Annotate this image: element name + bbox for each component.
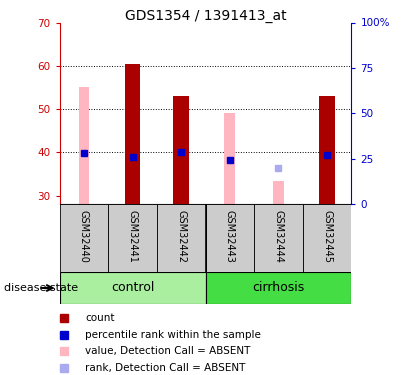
Bar xyxy=(108,204,157,272)
Bar xyxy=(206,272,351,304)
Text: GSM32445: GSM32445 xyxy=(322,210,332,263)
Bar xyxy=(224,113,235,204)
Text: GSM32443: GSM32443 xyxy=(225,210,235,262)
Bar xyxy=(60,204,108,272)
Bar xyxy=(125,64,140,204)
Bar xyxy=(319,96,335,204)
Bar xyxy=(157,204,206,272)
Bar xyxy=(206,204,254,272)
Text: disease state: disease state xyxy=(4,283,78,293)
Bar xyxy=(79,87,89,204)
Text: control: control xyxy=(111,281,154,294)
Text: GDS1354 / 1391413_at: GDS1354 / 1391413_at xyxy=(125,9,286,23)
Text: cirrhosis: cirrhosis xyxy=(252,281,305,294)
Text: count: count xyxy=(85,313,115,323)
Bar xyxy=(303,204,351,272)
Text: value, Detection Call = ABSENT: value, Detection Call = ABSENT xyxy=(85,346,251,356)
Text: GSM32442: GSM32442 xyxy=(176,210,186,263)
Text: GSM32441: GSM32441 xyxy=(127,210,138,262)
Text: GSM32444: GSM32444 xyxy=(273,210,284,262)
Text: rank, Detection Call = ABSENT: rank, Detection Call = ABSENT xyxy=(85,363,246,373)
Bar xyxy=(173,96,189,204)
Bar xyxy=(273,180,284,204)
Text: percentile rank within the sample: percentile rank within the sample xyxy=(85,330,261,340)
Bar xyxy=(60,272,206,304)
Text: GSM32440: GSM32440 xyxy=(79,210,89,262)
Bar xyxy=(254,204,303,272)
